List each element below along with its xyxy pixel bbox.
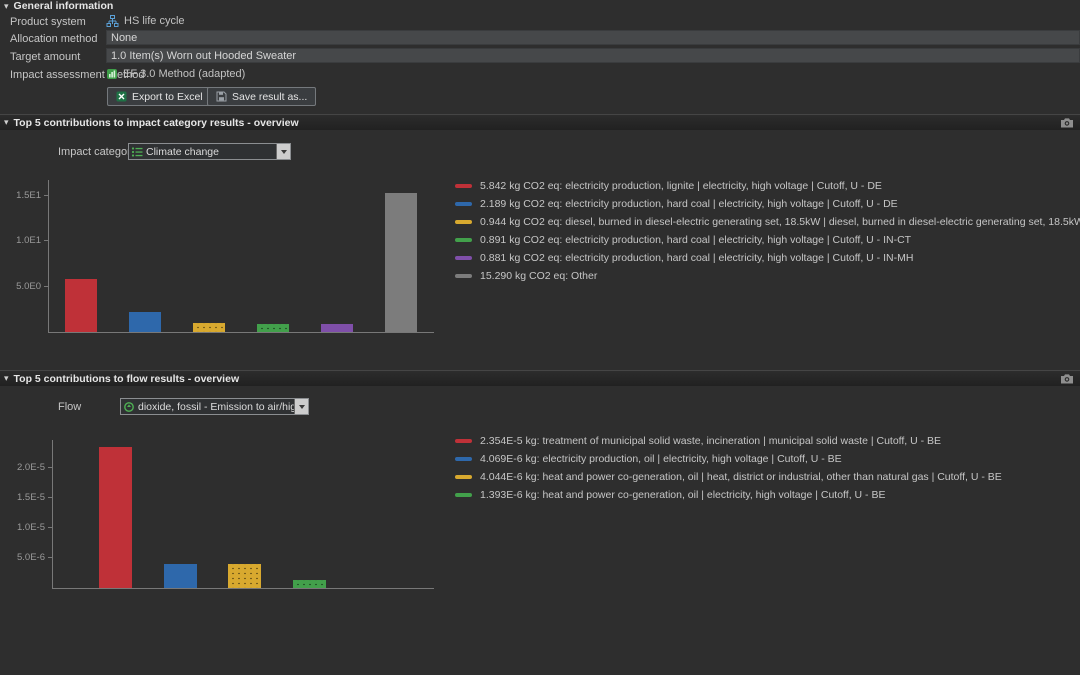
legend-swatch bbox=[455, 274, 472, 278]
legend-label: 1.393E-6 kg: heat and power co-generatio… bbox=[480, 489, 886, 501]
save-result-as-label: Save result as... bbox=[232, 90, 308, 103]
y-tick-mark bbox=[48, 467, 53, 469]
y-tick-label: 2.0E-5 bbox=[17, 462, 45, 474]
collapse-triangle-icon[interactable]: ▾ bbox=[4, 117, 9, 127]
impact-category-selected-value: Climate change bbox=[146, 145, 219, 158]
product-system-value-row: HS life cycle bbox=[106, 15, 185, 27]
product-system-label: Product system bbox=[10, 16, 86, 28]
impact-category-select[interactable]: Climate change bbox=[128, 143, 291, 160]
section-title: General information bbox=[13, 0, 114, 12]
bar bbox=[385, 193, 417, 332]
export-to-excel-label: Export to Excel bbox=[132, 90, 203, 103]
section-title: Top 5 contributions to impact category r… bbox=[13, 116, 299, 129]
legend-swatch bbox=[455, 439, 472, 443]
legend-label: 15.290 kg CO2 eq: Other bbox=[480, 270, 598, 282]
target-amount-label: Target amount bbox=[10, 51, 81, 63]
flow-selected-value: dioxide, fossil - Emission to air/high p… bbox=[138, 400, 294, 413]
section-header-impact-contributions[interactable]: ▾ Top 5 contributions to impact category… bbox=[0, 114, 1080, 130]
y-tick-label: 1.5E1 bbox=[16, 189, 41, 201]
legend-item: 5.842 kg CO2 eq: electricity production,… bbox=[455, 177, 1080, 195]
bar bbox=[163, 563, 197, 588]
legend-swatch bbox=[455, 184, 472, 188]
target-amount-field[interactable] bbox=[106, 48, 1080, 63]
plot-area: 5.0E-6 1.0E-5 1.5E-5 2.0E-5 bbox=[17, 440, 434, 589]
save-icon bbox=[216, 91, 227, 102]
y-tick-mark bbox=[44, 285, 49, 287]
flow-label: Flow bbox=[58, 401, 82, 413]
legend-label: 4.069E-6 kg: electricity production, oil… bbox=[480, 453, 842, 465]
legend-label: 4.044E-6 kg: heat and power co-generatio… bbox=[480, 471, 1002, 483]
chevron-down-icon[interactable] bbox=[294, 399, 308, 414]
bar bbox=[129, 312, 161, 332]
y-tick-label: 1.5E-5 bbox=[17, 492, 45, 504]
section-title: Top 5 contributions to flow results - ov… bbox=[13, 372, 240, 385]
impact-category-icon bbox=[129, 146, 143, 158]
bar bbox=[292, 579, 326, 588]
legend-item: 15.290 kg CO2 eq: Other bbox=[455, 267, 1080, 285]
legend-swatch bbox=[455, 238, 472, 242]
legend-swatch bbox=[455, 493, 472, 497]
section-header-general[interactable]: ▾ General information bbox=[0, 0, 1080, 12]
bar bbox=[321, 324, 353, 332]
legend-item: 0.881 kg CO2 eq: electricity production,… bbox=[455, 249, 1080, 267]
flow-icon bbox=[121, 401, 135, 413]
flow-chart-legend: 2.354E-5 kg: treatment of municipal soli… bbox=[455, 432, 1002, 504]
legend-swatch bbox=[455, 475, 472, 479]
y-tick-mark bbox=[48, 527, 53, 529]
export-to-excel-button[interactable]: Export to Excel bbox=[107, 87, 212, 106]
save-image-camera-icon[interactable] bbox=[1060, 373, 1074, 384]
legend-item: 4.069E-6 kg: electricity production, oil… bbox=[455, 450, 1002, 468]
bar bbox=[99, 446, 132, 588]
collapse-triangle-icon[interactable]: ▾ bbox=[4, 373, 9, 383]
save-image-camera-icon[interactable] bbox=[1060, 117, 1074, 128]
bar bbox=[228, 563, 261, 588]
impact-chart-legend: 5.842 kg CO2 eq: electricity production,… bbox=[455, 177, 1080, 285]
allocation-method-field[interactable] bbox=[106, 30, 1080, 45]
flow-contributions-chart: 5.0E-6 1.0E-5 1.5E-5 2.0E-5 bbox=[17, 440, 434, 589]
legend-item: 0.891 kg CO2 eq: electricity production,… bbox=[455, 231, 1080, 249]
legend-label: 0.944 kg CO2 eq: diesel, burned in diese… bbox=[480, 216, 1080, 228]
legend-label: 0.881 kg CO2 eq: electricity production,… bbox=[480, 252, 914, 264]
legend-swatch bbox=[455, 202, 472, 206]
impact-assessment-method-row: EF 3.0 Method (adapted) bbox=[106, 68, 245, 80]
impact-assessment-method-value: EF 3.0 Method (adapted) bbox=[123, 68, 246, 80]
collapse-triangle-icon[interactable]: ▾ bbox=[4, 0, 9, 11]
legend-label: 2.354E-5 kg: treatment of municipal soli… bbox=[480, 435, 942, 447]
bar bbox=[193, 323, 225, 332]
impact-method-icon bbox=[106, 68, 118, 80]
flow-select[interactable]: dioxide, fossil - Emission to air/high p… bbox=[120, 398, 309, 415]
product-system-icon bbox=[106, 15, 119, 27]
y-tick-mark bbox=[44, 194, 49, 196]
legend-item: 4.044E-6 kg: heat and power co-generatio… bbox=[455, 468, 1002, 486]
legend-swatch bbox=[455, 220, 472, 224]
legend-item: 1.393E-6 kg: heat and power co-generatio… bbox=[455, 486, 1002, 504]
bar bbox=[65, 279, 97, 332]
save-result-as-button[interactable]: Save result as... bbox=[207, 87, 317, 106]
y-tick-mark bbox=[48, 557, 53, 559]
section-header-flow-contributions[interactable]: ▾ Top 5 contributions to flow results - … bbox=[0, 370, 1080, 386]
legend-swatch bbox=[455, 457, 472, 461]
impact-category-label: Impact category bbox=[58, 146, 137, 158]
legend-label: 5.842 kg CO2 eq: electricity production,… bbox=[480, 180, 882, 192]
impact-contributions-chart: 5.0E0 1.0E1 1.5E1 bbox=[16, 180, 434, 333]
plot-area: 5.0E0 1.0E1 1.5E1 bbox=[16, 180, 434, 333]
y-tick-label: 5.0E0 bbox=[16, 280, 41, 292]
y-tick-label: 1.0E-5 bbox=[17, 522, 45, 534]
y-tick-label: 1.0E1 bbox=[16, 235, 41, 247]
legend-item: 2.354E-5 kg: treatment of municipal soli… bbox=[455, 432, 1002, 450]
legend-label: 2.189 kg CO2 eq: electricity production,… bbox=[480, 198, 898, 210]
legend-swatch bbox=[455, 256, 472, 260]
product-system-value: HS life cycle bbox=[124, 15, 185, 27]
excel-icon bbox=[116, 91, 127, 102]
y-tick-mark bbox=[44, 240, 49, 242]
y-tick-mark bbox=[48, 497, 53, 499]
legend-label: 0.891 kg CO2 eq: electricity production,… bbox=[480, 234, 912, 246]
bar bbox=[257, 323, 289, 332]
y-tick-label: 5.0E-6 bbox=[17, 552, 45, 564]
allocation-method-label: Allocation method bbox=[10, 33, 98, 45]
legend-item: 0.944 kg CO2 eq: diesel, burned in diese… bbox=[455, 213, 1080, 231]
chevron-down-icon[interactable] bbox=[276, 144, 290, 159]
legend-item: 2.189 kg CO2 eq: electricity production,… bbox=[455, 195, 1080, 213]
